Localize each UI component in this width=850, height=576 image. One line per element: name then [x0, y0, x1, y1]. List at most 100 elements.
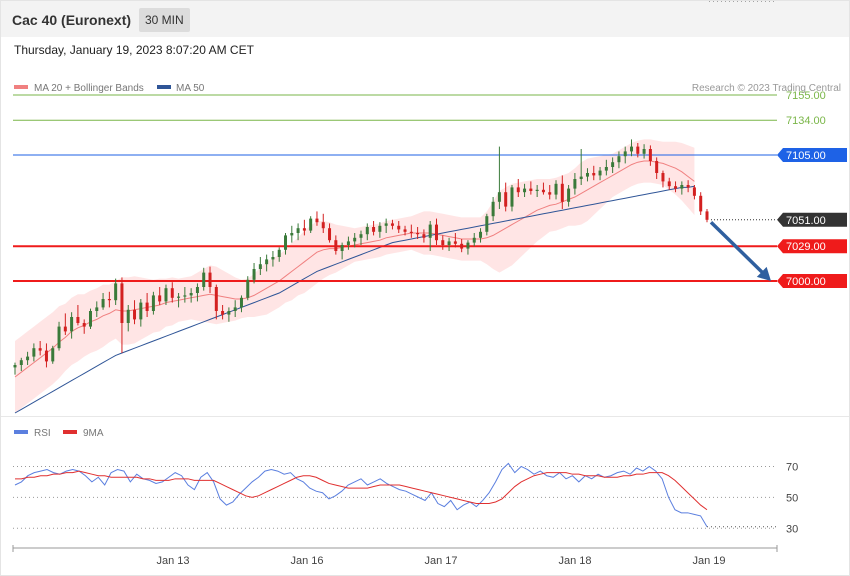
- candle: [296, 223, 300, 241]
- time-axis-label: Jan 19: [692, 555, 725, 567]
- candle-body: [642, 149, 646, 154]
- candle-body: [548, 192, 552, 195]
- arrow-head: [756, 266, 771, 281]
- candle-body: [82, 323, 86, 327]
- candle: [416, 227, 420, 239]
- candle-body: [32, 348, 36, 357]
- candle-body: [585, 173, 589, 177]
- projection-arrow: [709, 220, 767, 277]
- candle-body: [233, 307, 237, 311]
- candle: [466, 240, 470, 255]
- candle: [340, 242, 344, 260]
- candle: [252, 263, 256, 284]
- bollinger-band: [15, 139, 695, 413]
- candle: [214, 284, 218, 320]
- candle-body: [453, 241, 457, 244]
- ma50-legend-label: MA 50: [176, 83, 205, 94]
- candle: [189, 288, 193, 303]
- candle: [139, 299, 143, 327]
- candle: [579, 149, 583, 185]
- candle: [585, 168, 589, 182]
- candle: [598, 167, 602, 181]
- candle: [516, 179, 520, 197]
- candle-body: [535, 189, 539, 191]
- candle: [491, 197, 495, 221]
- candle-body: [76, 317, 80, 323]
- candle: [32, 343, 36, 362]
- candle-body: [227, 311, 231, 315]
- candle-body: [409, 231, 413, 233]
- candle: [44, 343, 48, 368]
- candle: [227, 307, 231, 322]
- candle: [334, 235, 338, 255]
- candle-body: [554, 183, 558, 195]
- candle: [19, 357, 23, 371]
- candle: [365, 223, 369, 241]
- candle-body: [491, 201, 495, 217]
- candle: [642, 144, 646, 159]
- candle: [277, 247, 281, 262]
- candle: [309, 216, 313, 233]
- candle: [504, 182, 508, 212]
- candle-body: [214, 287, 218, 311]
- ma9-legend-label: 9MA: [83, 428, 104, 439]
- candle: [221, 305, 225, 320]
- candle: [70, 312, 74, 339]
- candle: [510, 185, 514, 212]
- candle: [177, 293, 181, 308]
- candle-body: [510, 187, 514, 207]
- instrument-title: Cac 40 (Euronext): [12, 12, 132, 28]
- candle: [88, 308, 92, 329]
- candle: [403, 225, 407, 236]
- candle-body: [183, 295, 187, 297]
- candle: [692, 185, 696, 200]
- candle-body: [309, 218, 313, 231]
- candle-body: [397, 225, 401, 230]
- candle: [617, 151, 621, 169]
- candle-body: [485, 216, 489, 232]
- timeframe-badge[interactable]: 30 MIN: [139, 8, 190, 32]
- time-axis-label: Jan 13: [156, 555, 189, 567]
- candle: [321, 213, 325, 233]
- candle: [372, 221, 376, 236]
- candle-body: [705, 211, 709, 220]
- candle-body: [680, 185, 684, 189]
- candle: [328, 223, 332, 243]
- candle: [114, 278, 118, 305]
- candle-body: [145, 302, 149, 311]
- candle-body: [246, 279, 250, 298]
- candle-body: [604, 167, 608, 171]
- candle-body: [667, 181, 671, 187]
- candle-body: [164, 288, 168, 302]
- candle: [170, 282, 174, 303]
- candle-body: [133, 309, 137, 320]
- candle: [302, 219, 306, 236]
- candle-body: [497, 192, 501, 202]
- copyright-text: Research © 2023 Trading Central: [692, 83, 841, 94]
- candle-body: [63, 326, 67, 332]
- header-bar: Cac 40 (Euronext) 30 MIN: [1, 1, 849, 37]
- candle: [13, 362, 17, 375]
- candle-body: [321, 222, 325, 229]
- candle: [233, 300, 237, 317]
- candle-body: [416, 233, 420, 235]
- candle: [623, 146, 627, 164]
- level-price-label: 7155.00: [786, 90, 826, 102]
- candle: [485, 213, 489, 236]
- candle: [151, 291, 155, 315]
- candle-body: [661, 173, 665, 182]
- candle: [158, 287, 162, 305]
- level-price-label: 7029.00: [786, 241, 826, 253]
- candle: [195, 283, 199, 302]
- rsi-legend-label: RSI: [34, 428, 51, 439]
- candle: [441, 235, 445, 250]
- candle-body: [434, 224, 438, 241]
- candle-body: [158, 295, 162, 302]
- candle: [126, 305, 130, 332]
- candle-body: [384, 223, 388, 226]
- candle-body: [151, 295, 155, 311]
- candle: [630, 139, 634, 157]
- candle-body: [57, 326, 61, 349]
- candle-body: [674, 186, 678, 189]
